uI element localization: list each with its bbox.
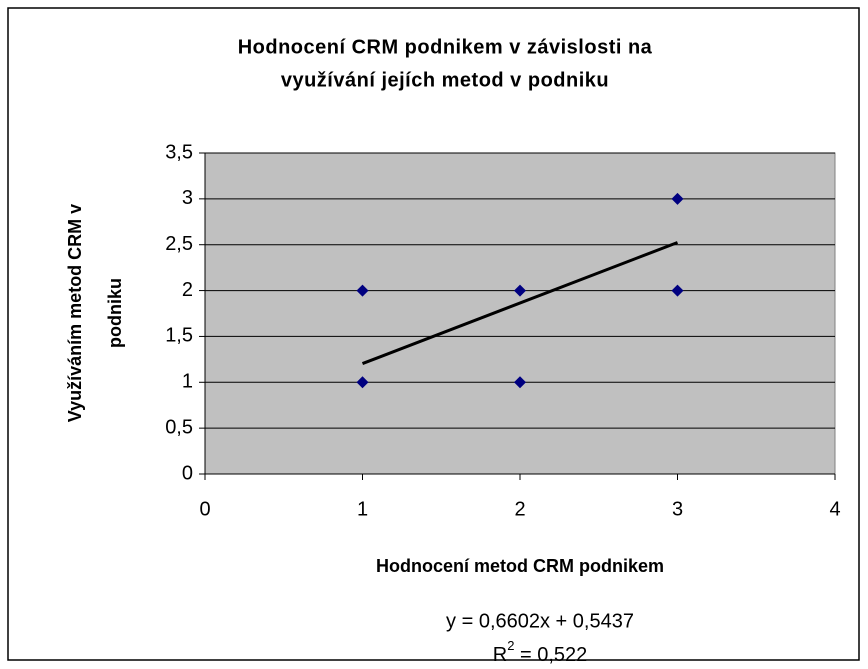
trendline-equation: y = 0,6602x + 0,5437 [446,610,634,632]
y-axis-label: Využíváním metod CRM v [65,204,85,422]
point [514,376,526,389]
point [356,284,369,297]
point [671,284,684,297]
point [356,376,369,389]
r-squared-rest: = 0,522 [514,644,587,666]
y-tick-label: 0 [182,462,193,484]
trendline [361,241,679,365]
y-tick-label: 1 [182,371,193,393]
x-tick-label: 3 [672,498,683,520]
plot-area [204,152,836,475]
y-tick-label: 0,5 [165,416,193,438]
chart-title: Hodnocení CRM podnikem v závislosti na [238,36,653,58]
chart-title: využívání jejích metod v podniku [281,69,609,91]
y-tick-label: 3 [182,187,193,209]
y-tick-label: 3,5 [165,141,193,163]
y-tick-label: 2 [182,279,193,301]
r-squared-sup: 2 [507,638,514,653]
x-tick-label: 4 [829,498,840,520]
y-tick-label: 1,5 [165,325,193,347]
x-axis-label: Hodnocení metod CRM podnikem [376,556,664,576]
point [671,192,684,205]
x-tick-label: 0 [199,498,210,520]
y-axis-label: podniku [105,278,125,348]
x-tick-label: 2 [514,498,525,520]
y-tick-label: 2,5 [165,233,193,255]
r-squared: R2 = 0,522 [493,638,588,666]
point [514,284,526,297]
r-squared-base: R [493,644,507,666]
x-tick-label: 1 [357,498,368,520]
